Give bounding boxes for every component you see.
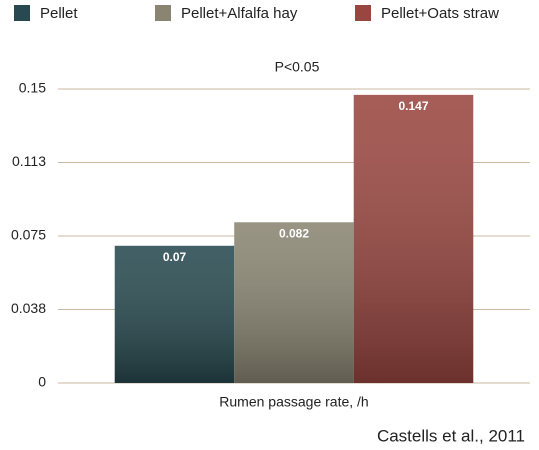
bar	[353, 94, 474, 383]
legend-swatch	[155, 5, 171, 21]
y-tick-label: 0.038	[11, 300, 46, 316]
bar	[234, 222, 354, 383]
y-tick-label: 0.075	[11, 227, 46, 243]
bar	[114, 245, 235, 383]
legend-label: Pellet	[40, 5, 78, 22]
source: Castells et al., 2011	[377, 426, 525, 445]
legend-label: Pellet+Oats straw	[381, 5, 499, 22]
y-tick-label: 0	[38, 374, 46, 390]
legend-swatch	[14, 5, 30, 21]
annotation: P<0.05	[275, 59, 320, 75]
y-tick-label: 0.15	[19, 80, 46, 96]
value-label: 0.147	[398, 99, 428, 113]
x-tick-label: Rumen passage rate, /h	[219, 394, 368, 410]
value-label: 0.082	[279, 226, 309, 240]
y-tick-label: 0.113	[12, 153, 46, 169]
legend-swatch	[355, 5, 371, 21]
legend-label: Pellet+Alfalfa hay	[181, 5, 298, 22]
value-label: 0.07	[163, 250, 187, 264]
